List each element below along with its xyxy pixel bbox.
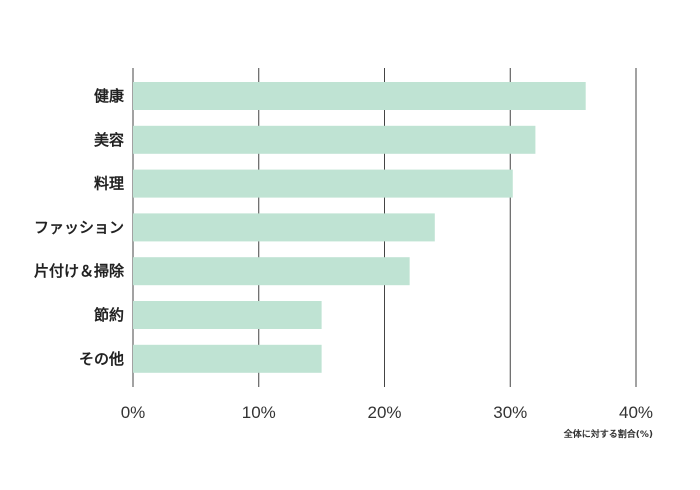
category-label: ファッション [34, 218, 124, 236]
bars [133, 82, 586, 373]
bar [133, 169, 513, 198]
x-tick-label: 0% [121, 403, 146, 422]
x-tick-label: 40% [619, 403, 653, 422]
category-label: 美容 [94, 131, 124, 149]
bar [133, 125, 536, 154]
bar [133, 344, 322, 373]
category-label: 節約 [94, 306, 124, 324]
bar [133, 82, 586, 110]
x-axis-title: 全体に対する割合(%) [563, 428, 653, 440]
x-tick-label: 30% [493, 403, 527, 422]
bar [133, 213, 435, 242]
category-label: 片付け＆掃除 [34, 262, 125, 280]
bar [133, 301, 322, 329]
category-label: 料理 [94, 175, 124, 193]
tick-labels: 0% 10% 20% 30% 40% [121, 403, 653, 422]
bar [133, 257, 410, 286]
category-label: 健康 [94, 87, 125, 105]
x-tick-label: 10% [242, 403, 276, 422]
x-tick-label: 20% [367, 403, 401, 422]
category-label: その他 [79, 350, 124, 368]
